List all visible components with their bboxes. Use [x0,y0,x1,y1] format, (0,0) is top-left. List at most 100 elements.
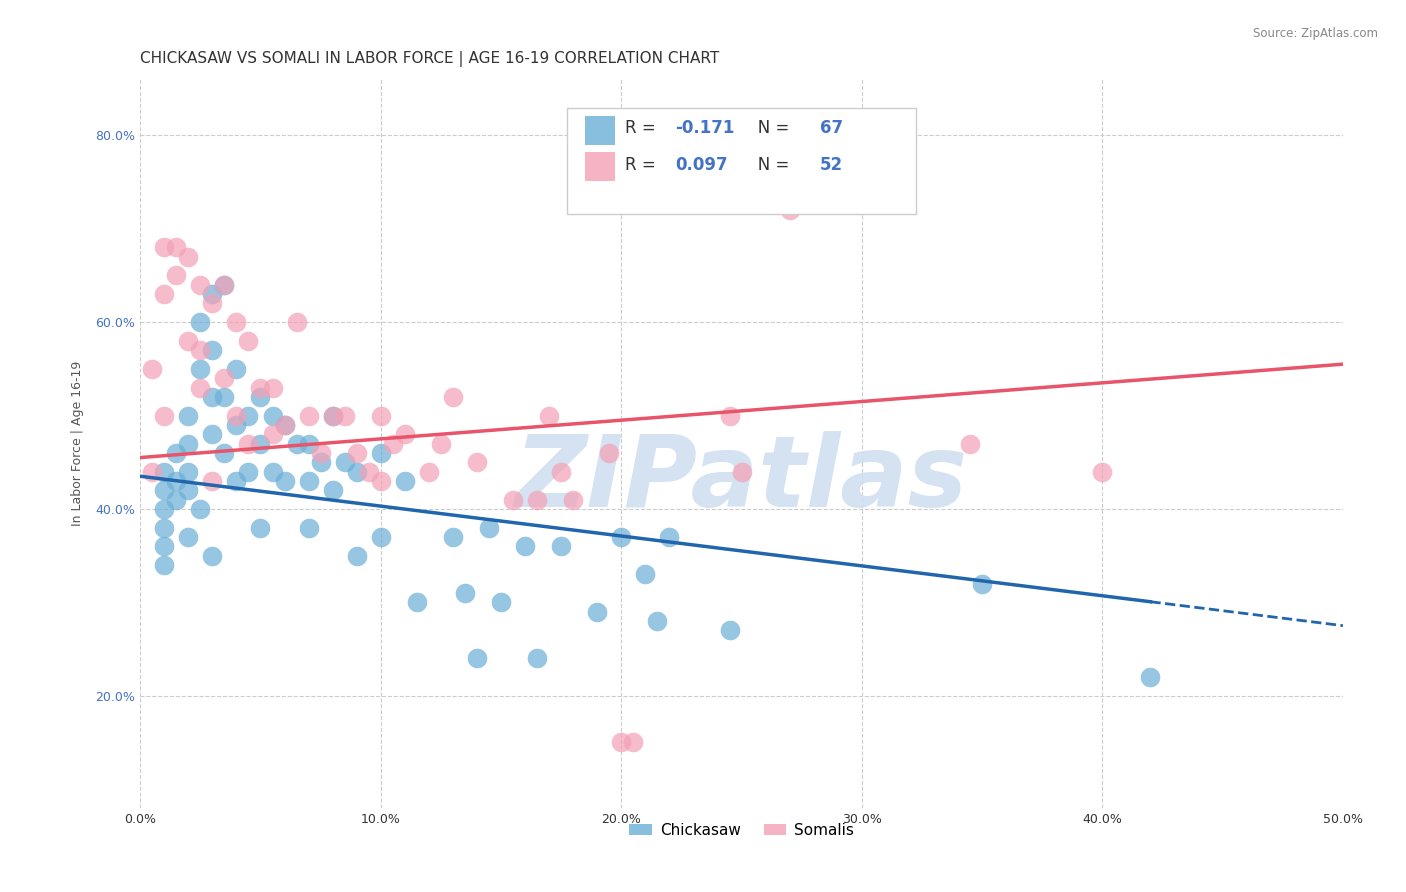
Text: N =: N = [741,120,794,137]
Point [201,427,224,442]
Point [165,474,187,488]
Text: Source: ZipAtlas.com: Source: ZipAtlas.com [1253,27,1378,40]
Point [586,605,609,619]
Point [165,492,187,507]
Point [430,436,453,450]
Point [201,343,224,358]
Point [465,651,488,665]
Point [441,530,464,544]
Point [141,361,163,376]
Point [959,436,981,450]
Point [201,390,224,404]
Point [538,409,561,423]
Point [478,520,501,534]
Point [297,409,319,423]
Point [285,436,308,450]
Point [153,287,176,301]
Point [165,446,187,460]
Point [225,409,247,423]
Point [177,409,200,423]
Point [370,409,392,423]
Point [249,436,271,450]
Text: 0.097: 0.097 [675,156,728,174]
Point [309,455,332,469]
Text: R =: R = [624,156,661,174]
Point [249,520,271,534]
Text: -0.171: -0.171 [675,120,735,137]
Point [465,455,488,469]
Point [718,409,741,423]
Point [405,595,427,609]
Point [634,567,657,582]
Point [188,380,211,394]
Point [394,474,416,488]
Point [188,343,211,358]
Point [309,446,332,460]
Point [621,735,644,749]
FancyBboxPatch shape [567,109,915,214]
Point [153,539,176,553]
Point [238,465,260,479]
Point [346,549,368,563]
Point [153,483,176,498]
Point [610,530,633,544]
Point [610,735,633,749]
Point [454,586,477,600]
Point [188,315,211,329]
Point [297,474,319,488]
Point [165,268,187,283]
Point [322,409,344,423]
FancyBboxPatch shape [585,153,616,181]
Point [489,595,512,609]
Point [598,446,620,460]
Point [201,296,224,310]
Text: N =: N = [741,156,794,174]
Text: ZIPatlas: ZIPatlas [515,432,969,528]
Point [238,436,260,450]
Point [550,539,572,553]
Point [214,277,236,292]
Point [346,465,368,479]
Point [647,614,669,628]
Point [153,502,176,516]
Point [333,409,356,423]
Point [201,549,224,563]
Point [370,530,392,544]
Text: 52: 52 [820,156,842,174]
Point [394,427,416,442]
Text: R =: R = [624,120,661,137]
Point [1139,670,1161,684]
Point [779,203,801,218]
Point [238,409,260,423]
Point [297,520,319,534]
Point [381,436,404,450]
Point [153,558,176,572]
Point [273,474,295,488]
Point [249,380,271,394]
Point [370,474,392,488]
Point [177,334,200,348]
Point [370,446,392,460]
Point [562,492,585,507]
Point [730,465,752,479]
Point [346,446,368,460]
Point [214,390,236,404]
Point [201,287,224,301]
Point [262,409,284,423]
Point [333,455,356,469]
Point [177,250,200,264]
Point [165,240,187,254]
Point [153,520,176,534]
Text: 67: 67 [820,120,842,137]
Point [273,417,295,432]
Point [177,465,200,479]
Point [214,371,236,385]
Point [285,315,308,329]
Point [153,409,176,423]
Point [262,380,284,394]
Point [357,465,380,479]
Point [718,624,741,638]
Point [526,651,548,665]
Point [322,409,344,423]
Point [297,436,319,450]
